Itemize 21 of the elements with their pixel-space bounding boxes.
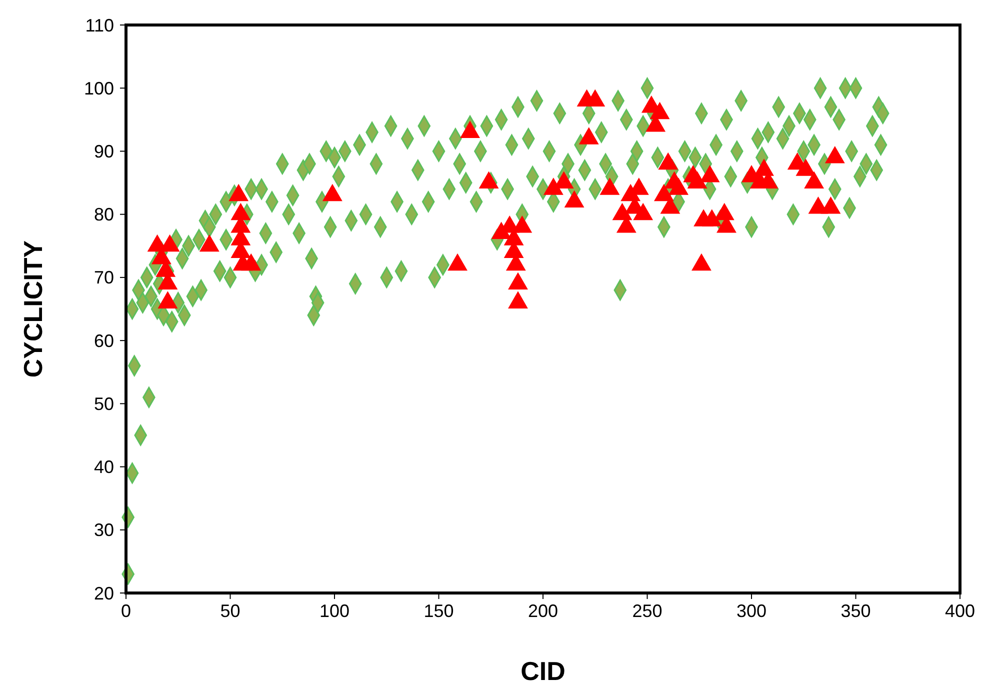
y-tick-label: 30 (94, 520, 114, 540)
x-tick-label: 300 (736, 601, 767, 621)
y-tick-label: 60 (94, 330, 114, 351)
y-tick-label: 20 (94, 583, 114, 604)
y-tick-label: 90 (94, 142, 114, 162)
x-tick-label: 250 (632, 601, 662, 621)
y-axis-title: CYCLICITY (18, 240, 48, 378)
x-tick-label: 0 (120, 601, 132, 621)
y-tick-label: 80 (94, 204, 114, 225)
y-tick-label: 70 (94, 268, 114, 288)
x-tick-label: 350 (840, 601, 871, 621)
y-tick-label: 100 (84, 78, 114, 98)
y-tick-label: 110 (85, 15, 114, 36)
x-tick-label: 100 (319, 601, 350, 621)
x-tick-label: 200 (528, 601, 558, 621)
x-tick-label: 150 (424, 601, 454, 621)
y-tick-label: 50 (94, 394, 114, 414)
x-tick-label: 50 (220, 601, 240, 621)
x-tick-label: 400 (944, 601, 976, 621)
x-axis-title: CID (520, 656, 566, 686)
y-tick-label: 40 (94, 457, 114, 478)
